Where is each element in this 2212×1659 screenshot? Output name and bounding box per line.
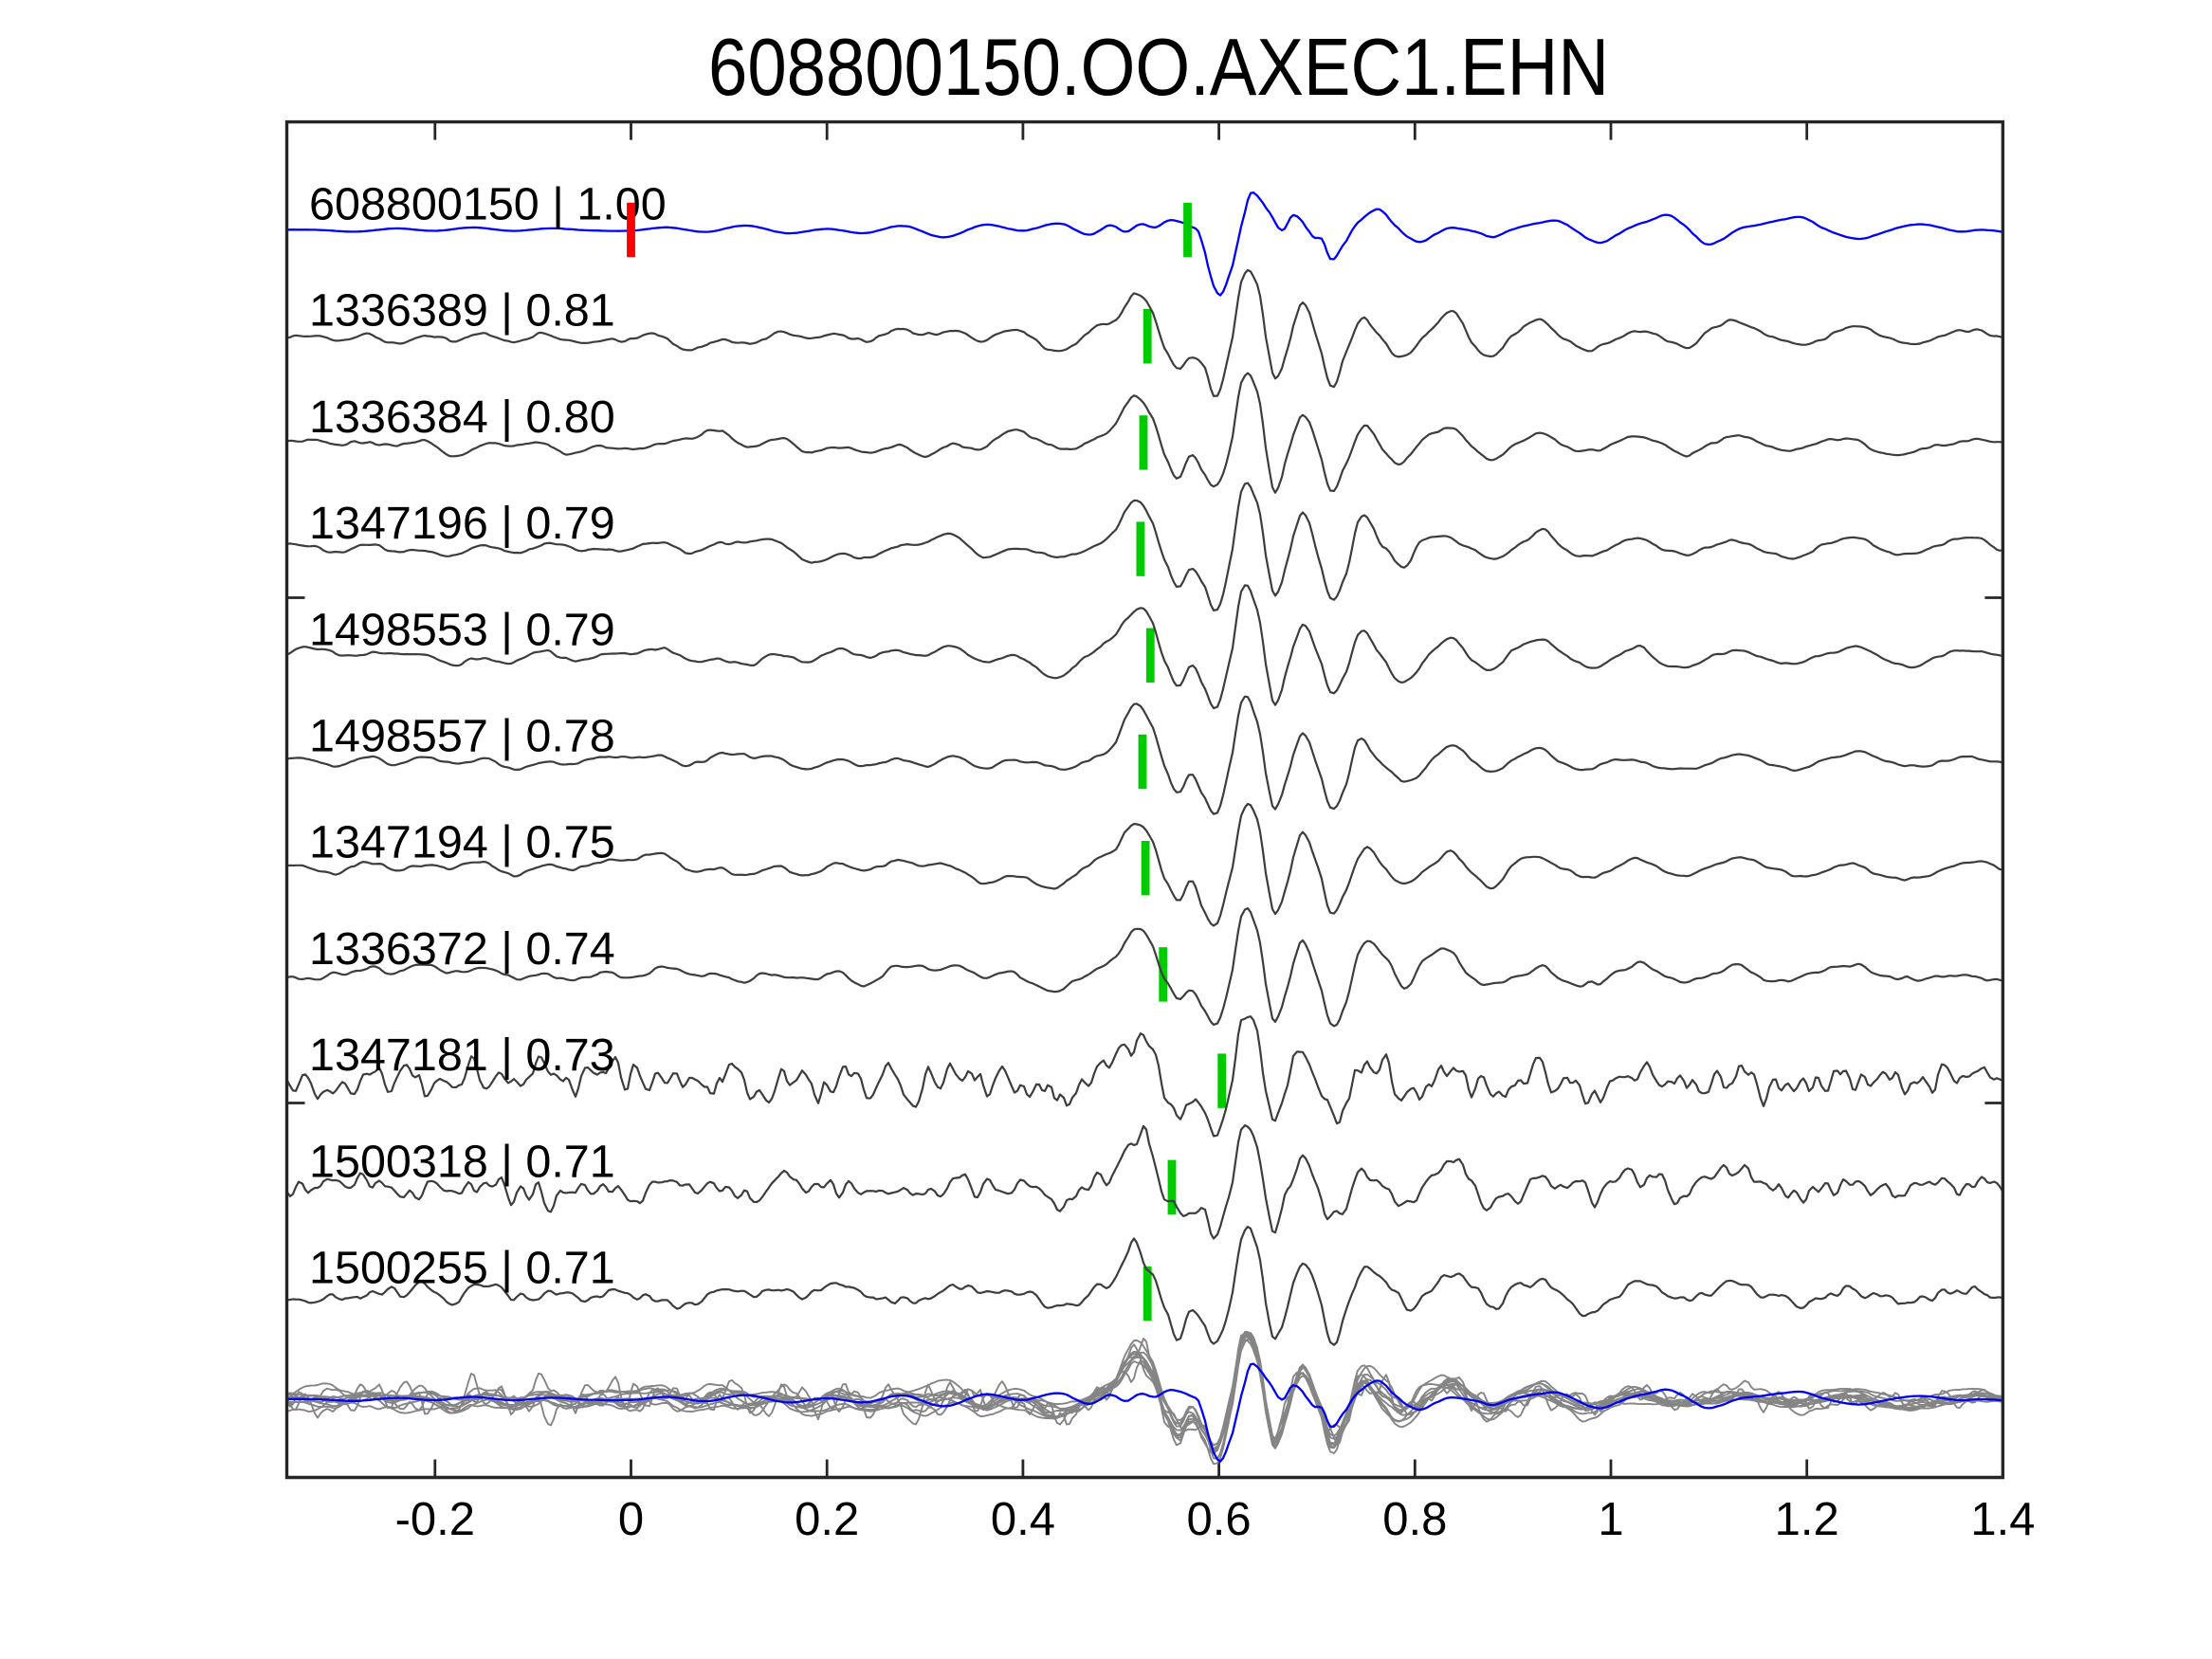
svg-text:1336372 | 0.74: 1336372 | 0.74	[309, 923, 615, 975]
svg-text:0.6: 0.6	[1187, 1494, 1252, 1545]
svg-text:608800150 | 1.00: 608800150 | 1.00	[309, 179, 667, 230]
svg-text:1500318 | 0.71: 1500318 | 0.71	[309, 1136, 615, 1187]
svg-text:-0.2: -0.2	[395, 1494, 475, 1545]
svg-text:1347181 | 0.73: 1347181 | 0.73	[309, 1030, 615, 1081]
svg-text:1336389 | 0.81: 1336389 | 0.81	[309, 285, 615, 337]
svg-text:1498557 | 0.78: 1498557 | 0.78	[309, 711, 615, 762]
svg-text:1336384 | 0.80: 1336384 | 0.80	[309, 392, 615, 443]
svg-text:1498553 | 0.79: 1498553 | 0.79	[309, 604, 615, 655]
svg-text:1347196 | 0.79: 1347196 | 0.79	[309, 498, 615, 549]
svg-text:1: 1	[1598, 1494, 1623, 1545]
svg-text:0.4: 0.4	[991, 1494, 1055, 1545]
svg-text:608800150.OO.AXEC1.EHN: 608800150.OO.AXEC1.EHN	[708, 23, 1609, 113]
svg-text:1347194 | 0.75: 1347194 | 0.75	[309, 817, 615, 868]
svg-text:0.8: 0.8	[1382, 1494, 1447, 1545]
svg-text:1.4: 1.4	[1970, 1494, 2035, 1545]
svg-text:1.2: 1.2	[1775, 1494, 1839, 1545]
svg-text:1500255 | 0.71: 1500255 | 0.71	[309, 1243, 615, 1294]
svg-text:0.2: 0.2	[795, 1494, 859, 1545]
svg-text:0: 0	[618, 1494, 644, 1545]
